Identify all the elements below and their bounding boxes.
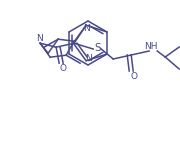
Text: N: N [36,34,42,43]
Text: S: S [94,43,100,53]
Text: NH: NH [144,42,158,51]
Text: O: O [131,71,138,80]
Text: O: O [60,64,67,73]
Text: N: N [83,24,89,33]
Text: N: N [85,54,91,63]
